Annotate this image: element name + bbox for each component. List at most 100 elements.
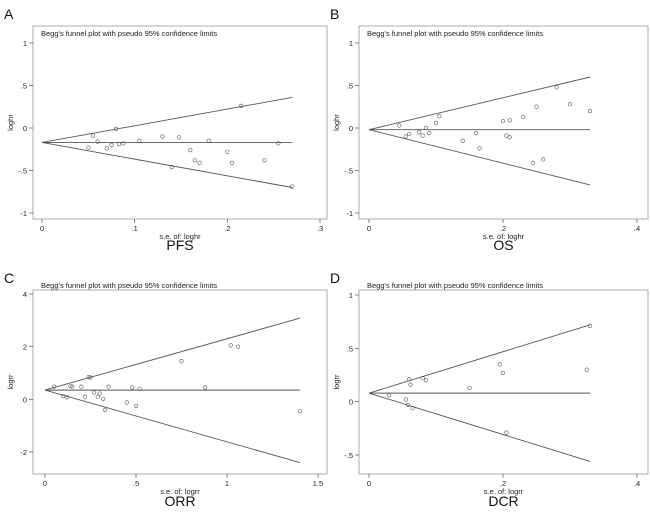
- study-point: [116, 142, 122, 147]
- study-point: [504, 430, 509, 435]
- y-tick-label: 4: [23, 290, 27, 299]
- chart-title: Begg's funnel plot with pseudo 95% confi…: [367, 29, 543, 38]
- study-point: [97, 391, 102, 396]
- x-tick-label: 0: [40, 224, 44, 233]
- study-point: [405, 402, 410, 407]
- panel-letter: A: [4, 6, 14, 22]
- study-point: [276, 141, 281, 146]
- study-point: [407, 131, 412, 137]
- study-point: [507, 135, 512, 140]
- x-tick-label: .1: [132, 224, 138, 233]
- study-point: [423, 378, 429, 383]
- panel-letter: C: [4, 270, 14, 286]
- y-tick-label: 0: [23, 124, 27, 133]
- x-tick-label: 1.5: [313, 479, 323, 488]
- x-tick-label: .5: [133, 479, 139, 488]
- y-tick-label: 1: [349, 291, 353, 300]
- study-point: [101, 396, 106, 401]
- study-point: [403, 397, 408, 402]
- y-axis-label: logrr: [332, 374, 341, 390]
- y-axis-label: loghr: [332, 114, 341, 131]
- y-tick-label: 2: [23, 343, 27, 352]
- study-point: [504, 133, 509, 138]
- study-point: [61, 394, 66, 399]
- study-point: [408, 382, 413, 387]
- x-tick-label: .3: [317, 224, 323, 233]
- study-point: [235, 344, 241, 349]
- study-point: [82, 394, 88, 399]
- panel-caption: OS: [493, 237, 513, 253]
- y-tick-label: -1: [346, 209, 353, 218]
- study-point: [477, 146, 482, 151]
- study-point: [584, 367, 589, 372]
- x-axis-label: s.e. of: loghr: [483, 232, 525, 241]
- panel-caption: DCR: [488, 493, 518, 509]
- panel-letter: B: [330, 6, 339, 22]
- study-point: [192, 158, 197, 163]
- panel-letter: D: [330, 270, 340, 286]
- study-point: [507, 118, 512, 123]
- study-point: [160, 134, 165, 139]
- study-point: [102, 407, 108, 412]
- study-point: [179, 359, 184, 364]
- y-tick-label: 0: [349, 124, 353, 133]
- lower-ci-line: [44, 389, 300, 463]
- study-point: [297, 409, 302, 414]
- y-tick-label: .5: [347, 344, 353, 353]
- study-point: [423, 125, 429, 131]
- y-tick-label: -1: [20, 209, 27, 218]
- y-tick-label: .5: [21, 82, 27, 91]
- study-point: [121, 141, 126, 146]
- panel-c: C Begg's funnel plot with pseudo 95% conf…: [4, 270, 328, 509]
- panel-d: D Begg's funnel plot with pseudo 95% conf…: [330, 270, 649, 509]
- study-point: [417, 130, 422, 135]
- study-point: [86, 145, 91, 150]
- study-point: [410, 405, 415, 411]
- study-point: [92, 390, 97, 395]
- x-tick-label: 0: [43, 479, 47, 488]
- study-point: [239, 103, 244, 108]
- y-tick-label: 1: [349, 39, 353, 48]
- study-point: [420, 376, 425, 381]
- upper-ci-line: [44, 317, 300, 391]
- plot-border: [358, 289, 649, 475]
- y-tick-label: .5: [347, 82, 353, 91]
- study-point: [420, 133, 425, 138]
- x-axis-label: s.e. of: logrr: [160, 487, 200, 496]
- study-point: [95, 394, 100, 399]
- study-point: [51, 384, 57, 389]
- study-point: [228, 343, 233, 348]
- panel-b: B Begg's funnel plot with pseudo 95% conf…: [330, 6, 649, 253]
- plot-border: [32, 289, 328, 475]
- study-point: [541, 157, 546, 162]
- study-point: [554, 85, 559, 90]
- study-point: [567, 102, 573, 107]
- study-point: [531, 160, 536, 165]
- study-point: [137, 138, 142, 143]
- study-point: [114, 126, 119, 131]
- study-point: [500, 370, 506, 375]
- x-tick-label: .2: [224, 224, 230, 233]
- study-point: [427, 131, 432, 136]
- study-point: [106, 384, 111, 389]
- study-point: [437, 113, 442, 119]
- lower-ci-line: [41, 142, 293, 188]
- study-point: [474, 131, 479, 136]
- y-tick-label: 0: [349, 398, 353, 407]
- study-point: [133, 403, 139, 409]
- panel-caption: ORR: [164, 493, 195, 509]
- panel-a: A Begg's funnel plot with pseudo 95% conf…: [4, 6, 328, 253]
- study-point: [197, 160, 202, 165]
- y-tick-label: 1: [23, 39, 27, 48]
- chart-title: Begg's funnel plot with pseudo 95% confi…: [41, 29, 217, 38]
- study-point: [86, 374, 91, 380]
- lower-ci-line: [368, 129, 591, 186]
- chart-title: Begg's funnel plot with pseudo 95% confi…: [41, 281, 217, 290]
- plot-border: [32, 25, 328, 220]
- y-tick-label: -2: [20, 448, 27, 457]
- study-point: [177, 135, 182, 140]
- study-point: [467, 385, 472, 390]
- study-point: [203, 385, 208, 390]
